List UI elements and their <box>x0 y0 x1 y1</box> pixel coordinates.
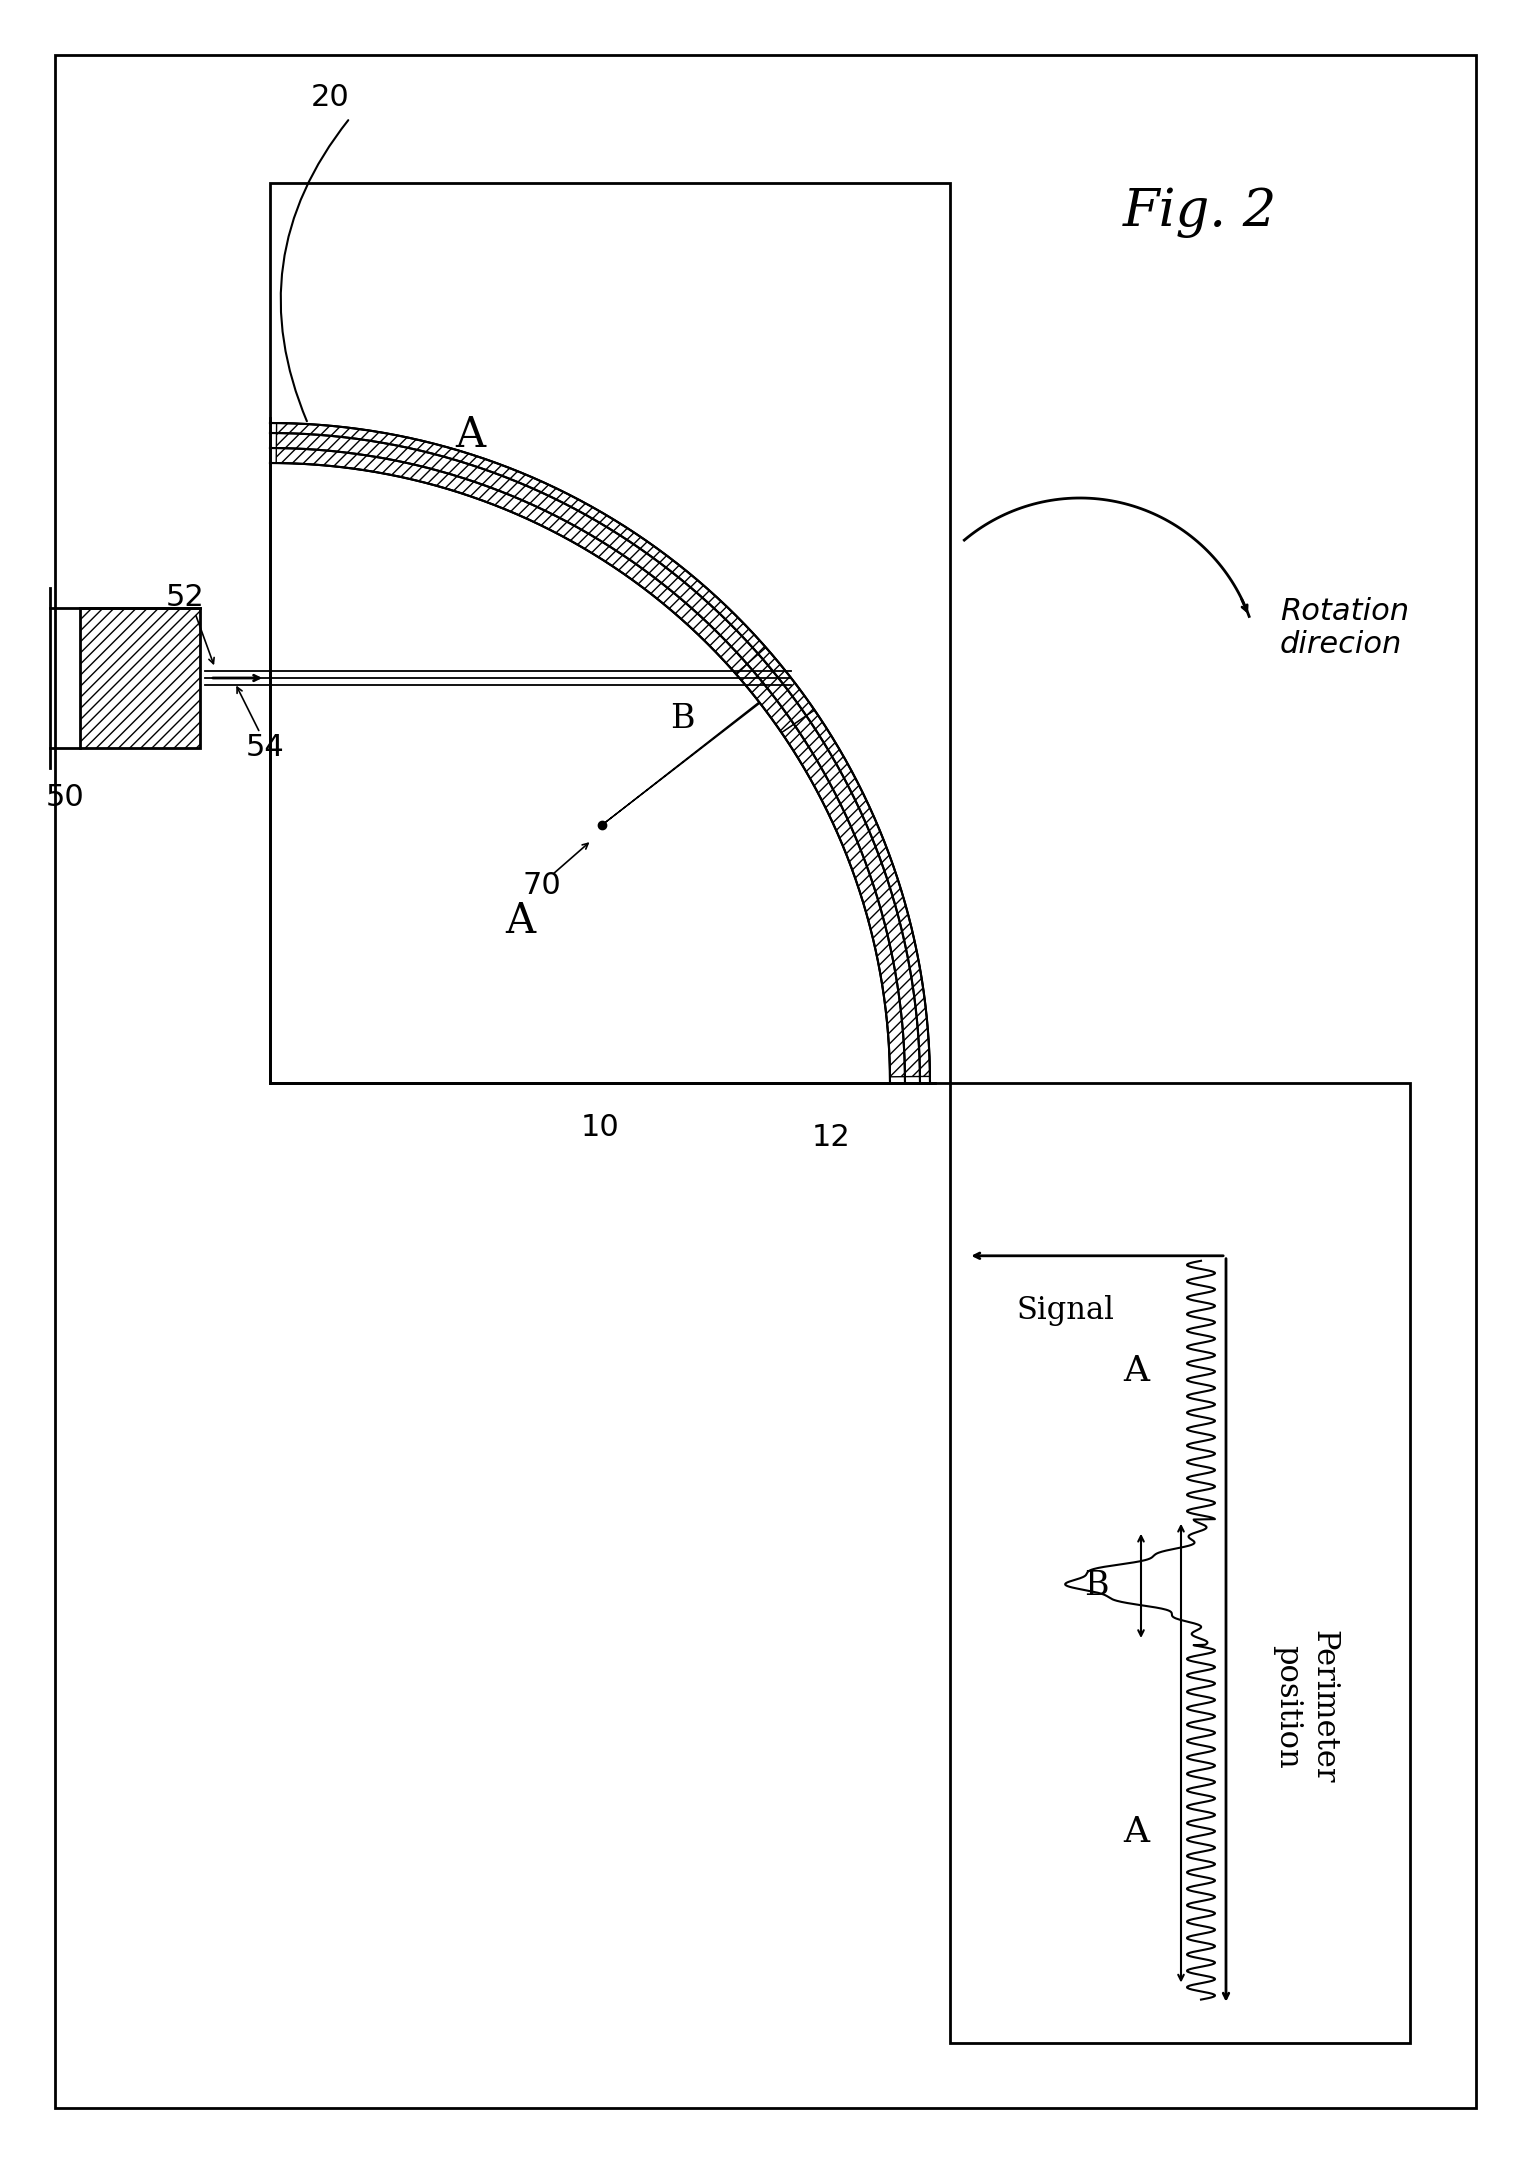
Text: 52: 52 <box>165 584 204 612</box>
Text: A: A <box>1124 1354 1148 1389</box>
Text: Rotation
direcion: Rotation direcion <box>1280 597 1409 660</box>
Text: 10: 10 <box>580 1114 620 1142</box>
Text: A: A <box>455 413 485 456</box>
Text: B: B <box>1084 1570 1108 1603</box>
Text: Fig. 2: Fig. 2 <box>1122 188 1277 238</box>
Text: 70: 70 <box>522 872 560 900</box>
Text: 54: 54 <box>245 733 285 764</box>
Polygon shape <box>781 709 929 1077</box>
Text: Perimeter
position: Perimeter position <box>1272 1631 1340 1784</box>
Bar <box>951 1084 1410 2044</box>
Text: 12: 12 <box>811 1123 850 1153</box>
Polygon shape <box>276 424 766 675</box>
Text: B: B <box>671 703 695 735</box>
Polygon shape <box>80 608 201 748</box>
Bar <box>269 184 951 1084</box>
Text: A: A <box>1124 1815 1148 1849</box>
Text: Signal: Signal <box>1017 1296 1115 1326</box>
Text: 50: 50 <box>46 783 84 813</box>
Text: 20: 20 <box>311 84 349 112</box>
Polygon shape <box>602 647 814 826</box>
Text: A: A <box>505 900 534 943</box>
